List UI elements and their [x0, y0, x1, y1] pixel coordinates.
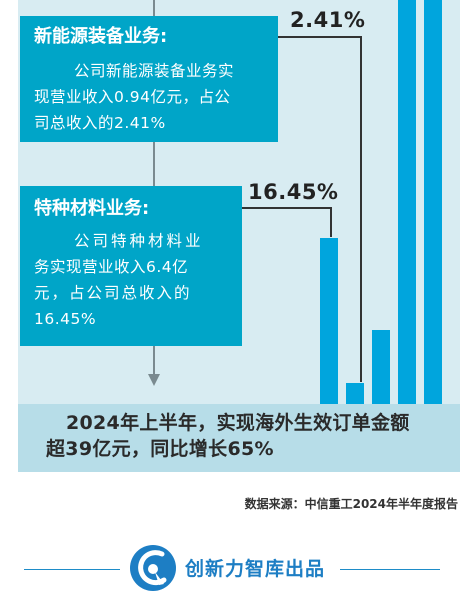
summary-line-2: 超39亿元，同比增长65%: [46, 438, 274, 460]
brand-logo-icon: [130, 545, 176, 591]
brand-divider-right: [340, 569, 440, 570]
summary-text: 2024年上半年，实现海外生效订单金额 超39亿元，同比增长65%: [46, 410, 446, 462]
card-special-materials-line-1: 公司特种材料业: [74, 232, 204, 250]
card-special-materials-line-2: 务实现营业收入6.4亿: [34, 258, 189, 276]
card-new-energy-title: 新能源装备业务:: [34, 26, 168, 47]
data-source: 数据来源：中信重工2024年半年度报告: [244, 497, 458, 511]
connector-special-materials-v: [330, 207, 332, 237]
bar-1: [320, 238, 338, 404]
card-special-materials: [20, 186, 242, 346]
card-new-energy-body: 公司新能源装备业务实 现营业收入0.94亿元，占公 司总收入的2.41%: [34, 58, 274, 136]
card-new-energy-line-1: 公司新能源装备业务实: [74, 62, 235, 80]
summary-line-1: 2024年上半年，实现海外生效订单金额: [66, 412, 410, 434]
connector-new-energy-v: [360, 36, 362, 382]
brand-divider-left: [24, 569, 120, 570]
timeline-arrow-icon: [148, 374, 160, 386]
card-special-materials-line-3: 元，占公司总收入的: [34, 284, 192, 302]
card-new-energy-line-2: 现营业收入0.94亿元，占公: [34, 88, 231, 106]
connector-special-materials-h: [242, 207, 332, 209]
card-special-materials-body: 公司特种材料业 务实现营业收入6.4亿 元，占公司总收入的 16.45%: [34, 228, 240, 332]
card-new-energy: [20, 16, 278, 142]
percent-special-materials: 16.45%: [248, 180, 339, 204]
card-special-materials-line-4: 16.45%: [34, 310, 97, 328]
bar-4: [398, 0, 416, 404]
brand-name: 创新力智库出品: [185, 558, 326, 580]
bar-5: [424, 0, 442, 404]
bar-3: [372, 330, 390, 404]
bar-2: [346, 383, 364, 404]
summary-panel: [18, 404, 460, 472]
percent-new-energy: 2.41%: [290, 8, 366, 32]
card-new-energy-line-3: 司总收入的2.41%: [34, 114, 166, 132]
card-special-materials-title: 特种材料业务:: [34, 198, 150, 219]
connector-new-energy-h: [278, 36, 362, 38]
